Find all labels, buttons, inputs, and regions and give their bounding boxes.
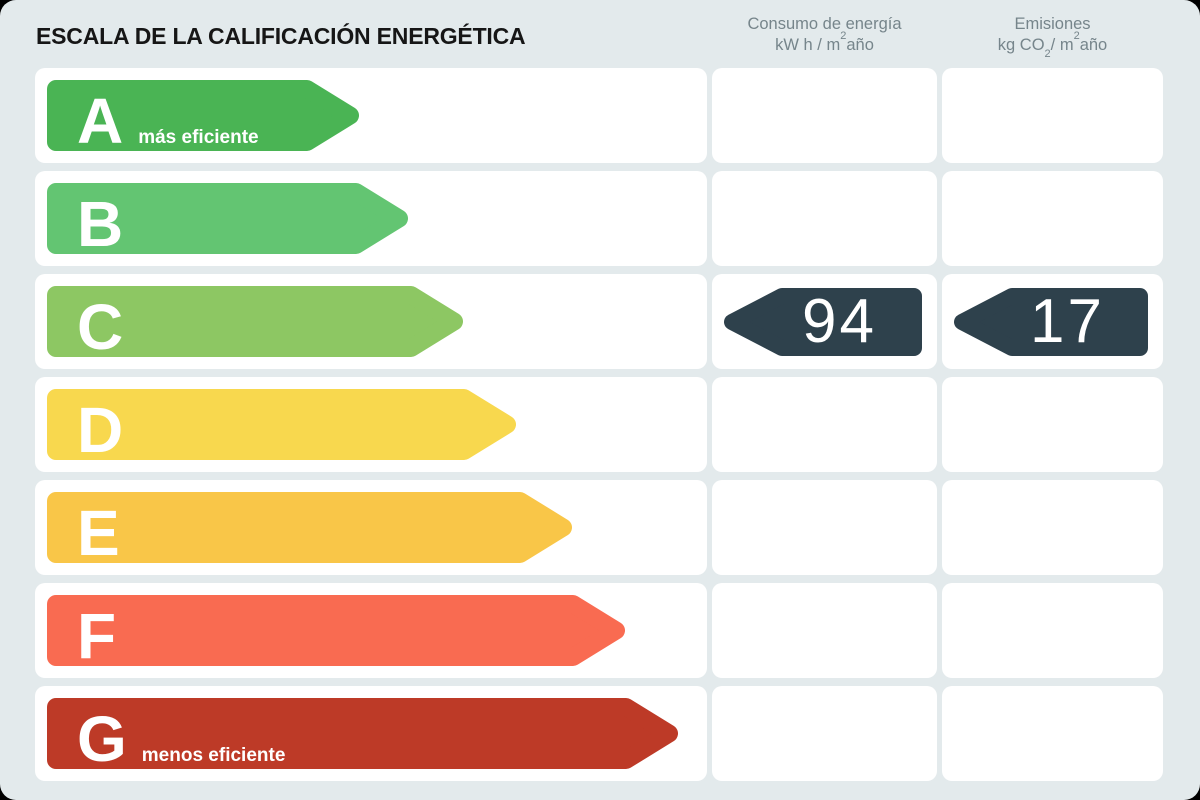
rating-arrow-c xyxy=(47,286,463,357)
consumption-cell-e xyxy=(712,480,937,575)
consumption-cell-d xyxy=(712,377,937,472)
rating-arrow-f xyxy=(47,595,625,666)
consumption-column-header: Consumo de energía kW h / m2año xyxy=(712,14,937,56)
rating-row-d: D xyxy=(35,377,707,472)
rating-scale-grid: A más eficiente B xyxy=(35,68,1163,781)
rating-row-a: A más eficiente xyxy=(35,68,707,163)
rating-row-e: E xyxy=(35,480,707,575)
emissions-cell-f xyxy=(942,583,1163,678)
emissions-cell-a xyxy=(942,68,1163,163)
rating-row-g: G menos eficiente xyxy=(35,686,707,781)
emissions-value: 17 xyxy=(1030,287,1105,356)
rating-arrow-a xyxy=(47,80,359,151)
rating-row-b: B xyxy=(35,171,707,266)
consumption-cell-g xyxy=(712,686,937,781)
consumption-value: 94 xyxy=(802,287,877,356)
consumption-cell-a xyxy=(712,68,937,163)
consumption-header-unit: kW h / m2año xyxy=(775,29,874,54)
page-title: ESCALA DE LA CALIFICACIÓN ENERGÉTICA xyxy=(36,23,526,49)
emissions-column-header: Emisiones kg CO2/ m2año xyxy=(942,14,1163,61)
rating-arrow-g xyxy=(47,698,678,769)
consumption-header-title: Consumo de energía xyxy=(747,15,902,33)
rating-letter-a: A xyxy=(77,85,124,157)
consumption-cell-b xyxy=(712,171,937,266)
least-efficient-label: menos eficiente xyxy=(141,745,286,766)
rating-letter-f: F xyxy=(77,600,117,672)
emissions-cell-d xyxy=(942,377,1163,472)
consumption-cell-f xyxy=(712,583,937,678)
most-efficient-label: más eficiente xyxy=(138,127,259,148)
emissions-cell-g xyxy=(942,686,1163,781)
emissions-header-title: Emisiones xyxy=(1014,15,1091,33)
rating-letter-c: C xyxy=(77,291,124,363)
rating-letter-e: E xyxy=(77,497,120,569)
emissions-cell-b xyxy=(942,171,1163,266)
rating-arrow-d xyxy=(47,389,516,460)
emissions-header-unit: kg CO2/ m2año xyxy=(997,29,1108,61)
emissions-badge-arrow xyxy=(954,288,1148,356)
rating-arrow-b xyxy=(47,183,408,254)
rating-arrow-e xyxy=(47,492,572,563)
rating-row-c: C xyxy=(35,274,707,369)
rating-letter-g: G xyxy=(77,703,127,775)
rating-letter-b: B xyxy=(77,188,124,260)
rating-row-f: F xyxy=(35,583,707,678)
emissions-cell-c: 17 xyxy=(942,274,1163,369)
consumption-badge-arrow xyxy=(724,288,922,356)
rating-letter-d: D xyxy=(77,394,124,466)
consumption-cell-c: 94 xyxy=(712,274,937,369)
emissions-cell-e xyxy=(942,480,1163,575)
